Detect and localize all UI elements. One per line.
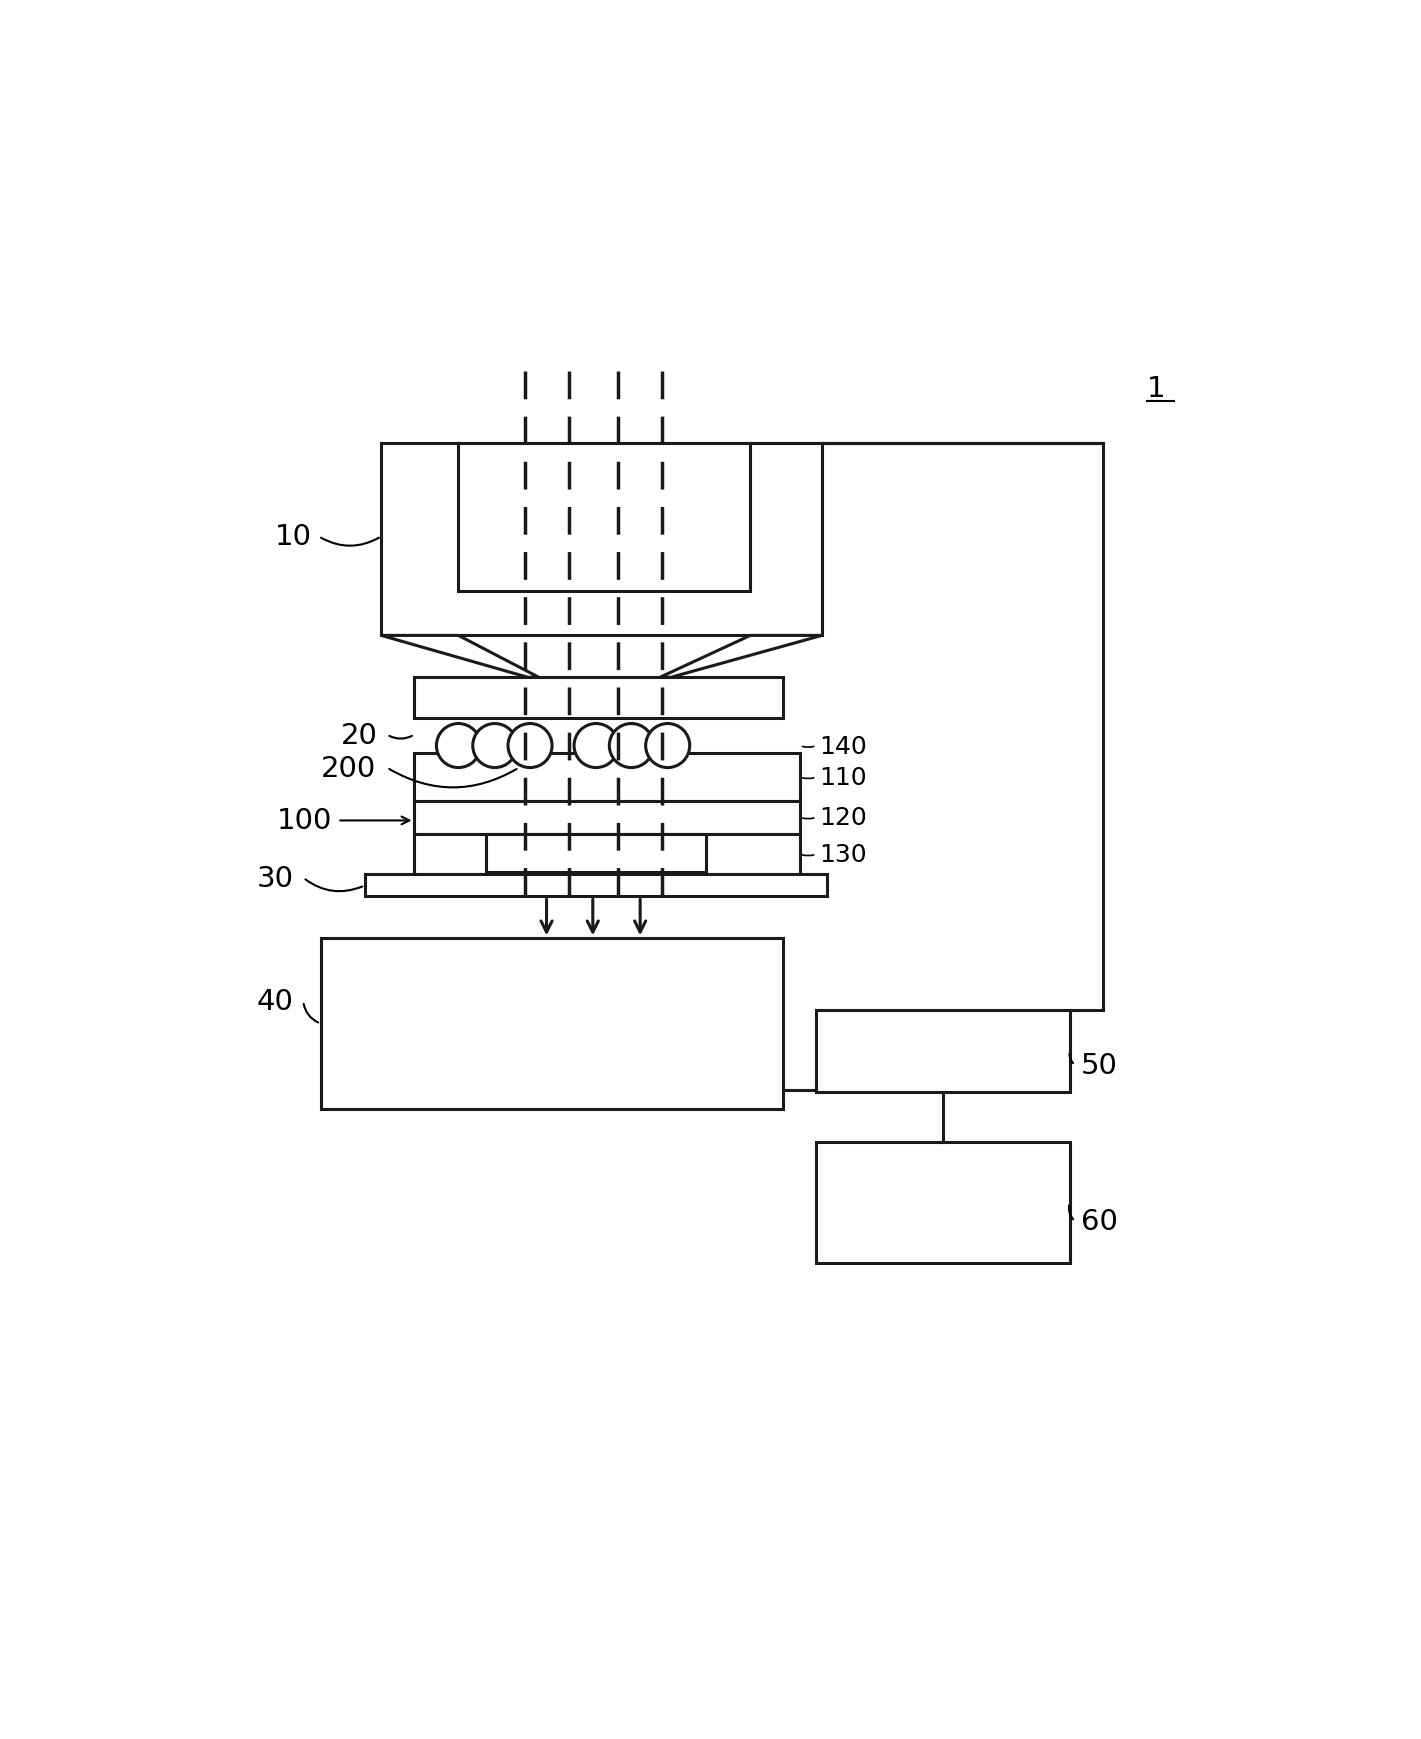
Bar bbox=[415, 835, 800, 875]
Bar bbox=[415, 802, 800, 835]
Text: 120: 120 bbox=[820, 805, 867, 830]
Text: 30: 30 bbox=[257, 864, 294, 892]
Circle shape bbox=[645, 723, 689, 769]
Bar bbox=[816, 1143, 1070, 1264]
Bar bbox=[321, 939, 783, 1109]
Text: 130: 130 bbox=[820, 842, 867, 866]
Text: 50: 50 bbox=[1081, 1052, 1117, 1080]
Circle shape bbox=[574, 723, 618, 769]
Bar bbox=[459, 443, 750, 591]
Polygon shape bbox=[659, 636, 821, 678]
Text: 10: 10 bbox=[274, 523, 311, 551]
Bar bbox=[381, 443, 821, 636]
Circle shape bbox=[473, 723, 517, 769]
Circle shape bbox=[507, 723, 551, 769]
Circle shape bbox=[610, 723, 654, 769]
Bar bbox=[365, 875, 827, 897]
Text: 40: 40 bbox=[257, 988, 294, 1016]
Bar bbox=[486, 835, 706, 873]
Polygon shape bbox=[381, 636, 539, 678]
Text: 1: 1 bbox=[1147, 374, 1165, 402]
Bar bbox=[816, 1010, 1070, 1092]
Text: 140: 140 bbox=[820, 734, 867, 758]
Text: 200: 200 bbox=[321, 755, 377, 783]
Bar bbox=[415, 678, 783, 718]
Bar bbox=[415, 753, 800, 802]
Circle shape bbox=[436, 723, 480, 769]
Text: 20: 20 bbox=[341, 722, 378, 750]
Text: 100: 100 bbox=[277, 807, 333, 835]
Text: 60: 60 bbox=[1081, 1207, 1117, 1236]
Text: 110: 110 bbox=[820, 765, 867, 790]
